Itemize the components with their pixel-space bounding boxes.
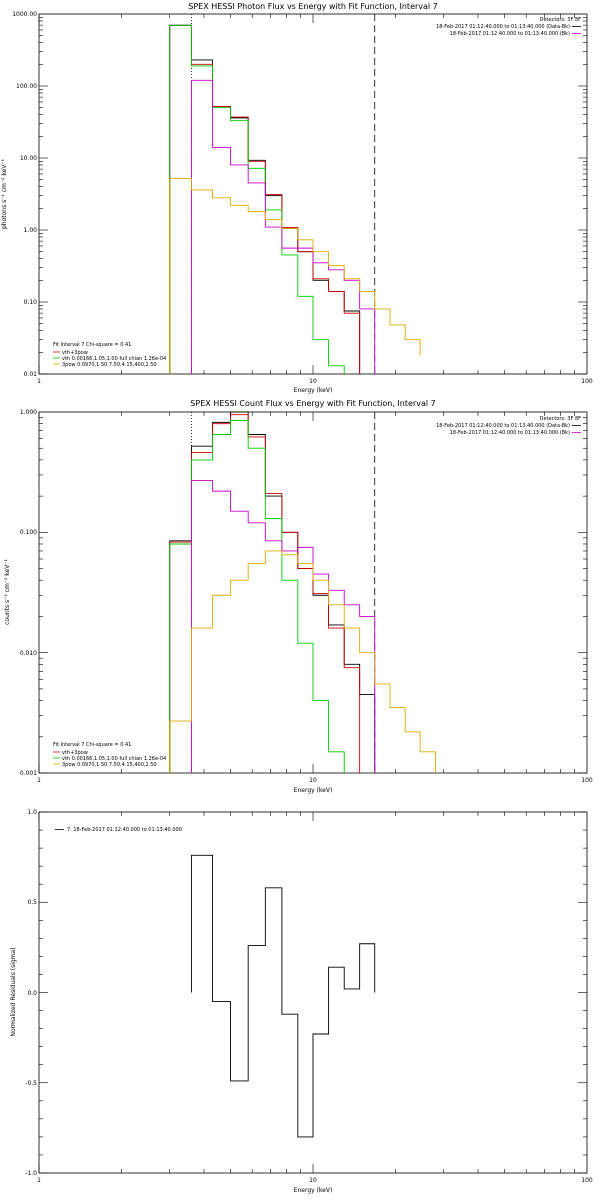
panel1-series <box>169 24 421 374</box>
series-fit <box>169 25 361 374</box>
panel3-xtick-100: 100 <box>581 1177 593 1184</box>
panel3-xlabel: Energy (keV) <box>294 1187 333 1194</box>
panel2-xlabel: Energy (keV) <box>294 787 333 794</box>
panel2-xtick-1: 1 <box>37 777 41 784</box>
panel2-legend-data-bk: 18-Feb-2017 01:12:40.000 to 01:13:40.000… <box>436 423 570 429</box>
series-fit <box>169 414 361 773</box>
panel2-series <box>169 411 436 773</box>
series-residuals <box>190 854 376 1138</box>
panel2-legend-vth: vth 0.00166,1.05,1.00 full chian 1.26e-0… <box>62 756 166 762</box>
panel2-xtick-100: 100 <box>581 777 593 784</box>
panel1-xtick-1: 1 <box>37 378 41 385</box>
panel1-xlabel: Energy (keV) <box>294 387 333 394</box>
panel1-detectors-label: Detectors: 3F 8F <box>540 17 581 23</box>
series-pow <box>169 550 436 773</box>
panel1-legend-data-bk: 18-Feb-2017 01:12:40.000 to 01:13:40.000… <box>436 24 570 30</box>
panel1-xtick-10: 10 <box>309 378 317 385</box>
panel1-ylabel: photons s⁻¹ cm⁻² keV⁻¹ <box>1 158 8 229</box>
panel3-legend: 7. 18-Feb-2017 01:12:40.000 to 01:13:40.… <box>67 827 182 833</box>
panel3-ytick-0: -1.0 <box>25 1170 37 1177</box>
series-thermal <box>169 25 345 374</box>
panel1-ytick-1: 0.10 <box>24 299 38 306</box>
series-data <box>169 24 361 374</box>
panel2-ytick-1: 0.010 <box>20 650 37 657</box>
series-thermal <box>169 420 345 773</box>
panel3-series <box>190 854 376 1138</box>
panel1-ytick-2: 1.00 <box>24 227 38 234</box>
panel2-ytick-3: 1.000 <box>20 409 37 416</box>
panel1-ytick-3: 10.00 <box>20 155 37 162</box>
panel1-legend-bk: 18-Feb-2017 01:12:40.000 to 01:13:40.000… <box>450 31 570 37</box>
panel3-ytick-4: 1.0 <box>27 809 37 816</box>
panel3-ylabel: Normalized Residuals (sigma) <box>10 947 17 1036</box>
panel3-ytick-2: 0.0 <box>27 990 37 997</box>
series-bk <box>190 79 376 374</box>
panel1-legend-fit: vth+3pow <box>62 350 88 356</box>
count-flux-panel: SPEX HESSI Count Flux vs Energy with Fit… <box>4 399 593 794</box>
series-bk <box>190 479 376 773</box>
panel2-ylabel: counts s⁻¹ cm⁻² keV⁻¹ <box>4 559 11 625</box>
panel1-fit-header: Fit Interval 7 Chi-square = 0.41 <box>53 342 131 348</box>
panel2-legend-fit: vth+3pow <box>62 750 88 756</box>
panel3-xtick-1: 1 <box>37 1177 41 1184</box>
panel2-ytick-2: 0.100 <box>20 529 37 536</box>
panel1-ytick-5: 1000.00 <box>12 11 37 18</box>
panel2-detectors-label: Detectors: 3F 8F <box>540 416 581 422</box>
panel2-ytick-0: 0.001 <box>20 770 37 777</box>
residuals-panel: 1 10 100 Energy (keV) -1.0 -0.5 0.0 0.5 … <box>10 809 593 1194</box>
panel2-fit-header: Fit Interval 7 Chi-square = 0.41 <box>53 742 131 748</box>
panel1-legend-vth: vth 0.00166,1.05,1.00 full chian 1.26e-0… <box>62 356 166 362</box>
series-pow <box>169 178 421 374</box>
panel2-legend-bk: 18-Feb-2017 01:12:40.000 to 01:13:40.000… <box>450 430 570 436</box>
panel2-legend-pow: 3pow 0.0970,1.50,7.50,4.15,400,2.50 <box>62 762 157 768</box>
panel3-axes <box>38 811 587 1174</box>
panel1-ytick-4: 100.00 <box>16 83 37 90</box>
panel1-legend-pow: 3pow 0.0970,1.50,7.50,4.15,400,2.50 <box>62 362 157 368</box>
panel2-title: SPEX HESSI Count Flux vs Energy with Fit… <box>190 399 435 408</box>
photon-flux-panel: SPEX HESSI Photon Flux vs Energy with Fi… <box>1 2 593 394</box>
panel3-xtick-10: 10 <box>309 1177 317 1184</box>
panel1-xtick-100: 100 <box>581 378 593 385</box>
panel3-ytick-1: -0.5 <box>25 1080 37 1087</box>
panel1-title: SPEX HESSI Photon Flux vs Energy with Fi… <box>188 2 438 11</box>
panel3-ytick-3: 0.5 <box>27 899 37 906</box>
panel1-ytick-0: 0.01 <box>24 371 38 378</box>
panel2-xtick-10: 10 <box>309 777 317 784</box>
